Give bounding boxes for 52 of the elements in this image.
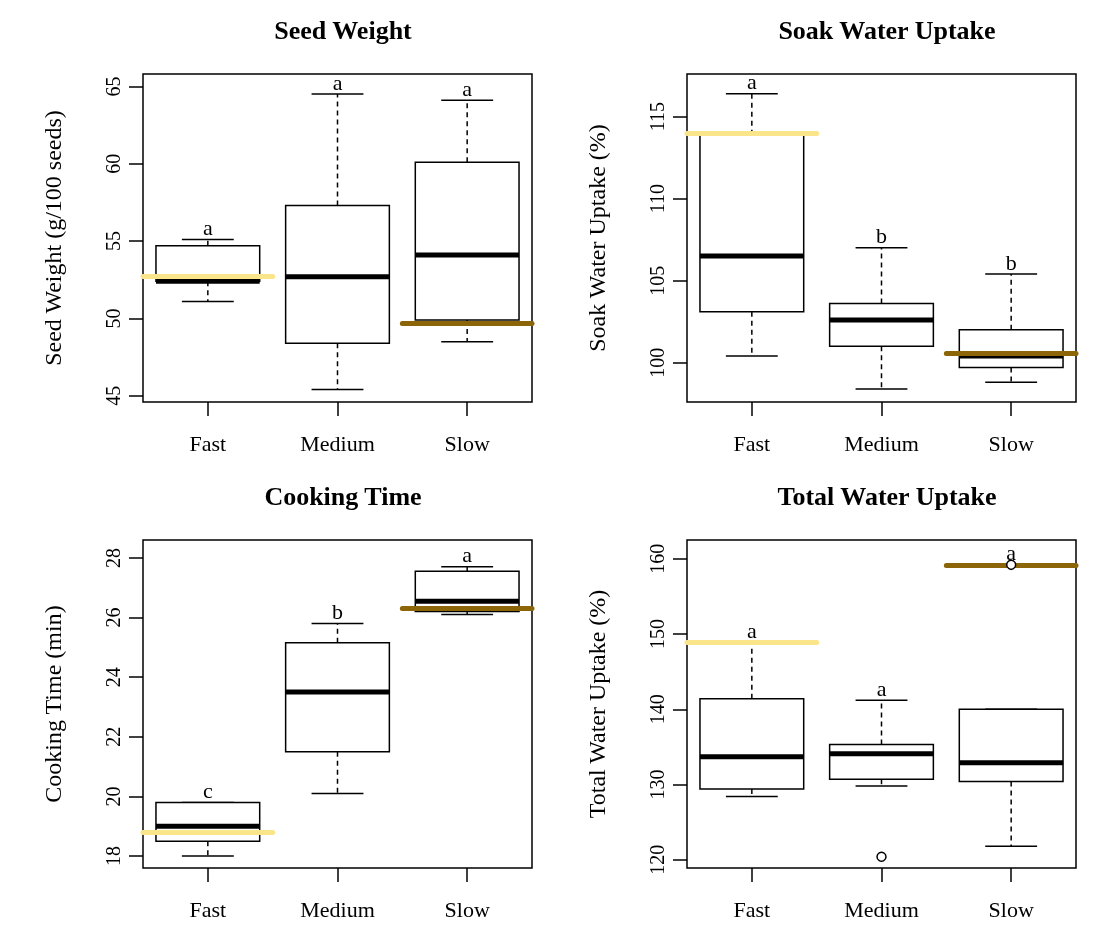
y-tick-label: 45: [102, 385, 124, 406]
annotation: a: [202, 215, 213, 241]
annotation: b: [876, 223, 887, 249]
y-tick-label: 24: [102, 667, 124, 688]
x-tick-label: Medium: [300, 430, 375, 456]
annotation: b: [1005, 249, 1017, 275]
annotation: a: [462, 75, 473, 101]
annotation: a: [746, 617, 757, 643]
y-tick-label: 110: [646, 184, 668, 214]
y-axis-title: Seed Weight (g/100 seeds): [40, 110, 66, 366]
x-tick-label: Slow: [988, 896, 1034, 922]
annotation: a: [746, 69, 757, 95]
y-tick-label: 120: [646, 844, 668, 875]
y-tick-label: 160: [646, 543, 668, 574]
chart-title: Soak Water Uptake: [778, 15, 996, 45]
chart-title: Cooking Time: [264, 481, 422, 511]
y-tick-label: 50: [102, 308, 124, 329]
y-axis-title: Total Water Uptake (%): [584, 589, 610, 819]
annotation: a: [332, 69, 343, 95]
y-tick-label: 130: [646, 769, 668, 800]
y-tick-label: 115: [646, 102, 668, 132]
chart-title: Total Water Uptake: [777, 481, 997, 511]
y-tick-label: 18: [102, 846, 124, 867]
x-tick-label: Fast: [189, 896, 227, 922]
x-tick-label: Slow: [444, 896, 490, 922]
x-tick-label: Medium: [844, 896, 919, 922]
y-tick-label: 28: [102, 547, 124, 568]
y-tick-label: 60: [102, 153, 124, 174]
annotation: b: [332, 598, 343, 624]
annotation: a: [462, 542, 473, 568]
y-axis-title: Soak Water Uptake (%): [584, 124, 610, 352]
y-tick-label: 65: [102, 76, 124, 97]
y-tick-label: 22: [102, 726, 124, 747]
x-tick-label: Medium: [300, 896, 375, 922]
x-tick-label: Fast: [189, 430, 227, 456]
y-tick-label: 20: [102, 786, 124, 807]
y-tick-label: 55: [102, 231, 124, 252]
y-axis-title: Cooking Time (min): [40, 605, 66, 803]
y-tick-label: 100: [646, 347, 668, 378]
x-tick-label: Slow: [444, 430, 490, 456]
annotation: a: [1006, 540, 1017, 566]
y-tick-label: 150: [646, 619, 668, 650]
annotation: a: [876, 675, 887, 701]
annotation: c: [202, 777, 213, 803]
x-tick-label: Fast: [733, 896, 771, 922]
x-tick-label: Medium: [844, 430, 919, 456]
y-tick-label: 140: [646, 694, 668, 725]
x-tick-label: Fast: [733, 430, 771, 456]
y-tick-label: 105: [646, 265, 668, 296]
x-tick-label: Slow: [988, 430, 1034, 456]
y-tick-label: 26: [102, 607, 124, 628]
chart-title: Seed Weight: [274, 15, 413, 45]
